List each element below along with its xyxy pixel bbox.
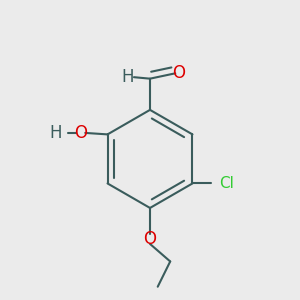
Text: O: O [172, 64, 185, 82]
Text: H: H [49, 124, 62, 142]
Text: Cl: Cl [219, 176, 234, 191]
Text: H: H [121, 68, 134, 86]
Text: O: O [74, 124, 87, 142]
Text: O: O [143, 230, 157, 248]
